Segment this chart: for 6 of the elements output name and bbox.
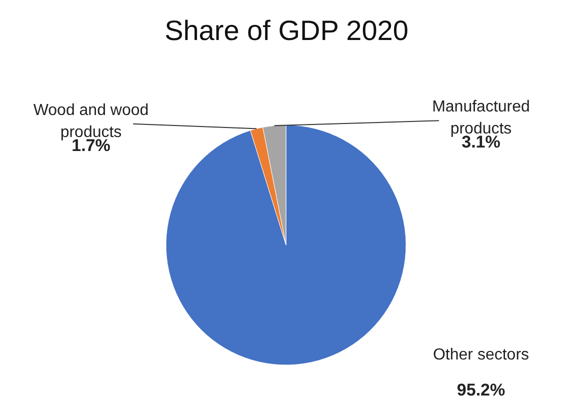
slice-label: Other sectors [432,346,530,364]
chart-title: Share of GDP 2020 [164,15,408,46]
slice-label: Wood and wood products [33,102,149,141]
pie-slice [250,127,286,246]
pie-slice [166,124,406,366]
data-label: 95.2% [456,380,506,400]
